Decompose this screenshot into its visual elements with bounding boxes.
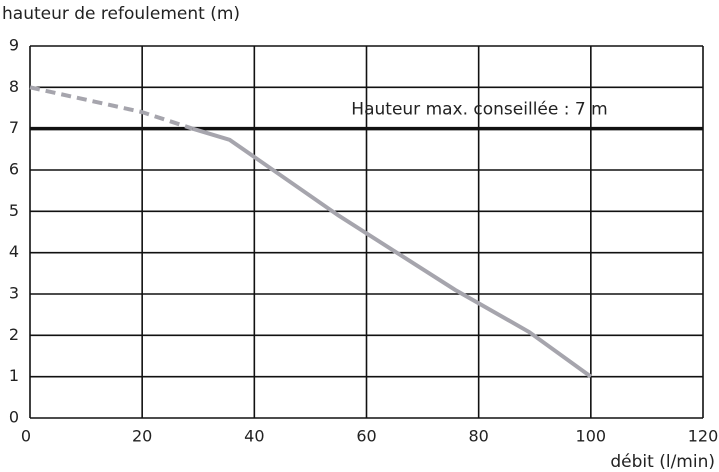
x-tick-label: 20 xyxy=(132,427,152,446)
y-tick-label: 4 xyxy=(9,242,19,261)
y-tick-label: 3 xyxy=(9,284,19,303)
y-tick-label: 8 xyxy=(9,77,19,96)
reference-label: Hauteur max. conseillée : 7 m xyxy=(351,100,607,120)
y-tick-label: 1 xyxy=(9,366,19,385)
x-tick-label: 80 xyxy=(468,427,488,446)
y-tick-label: 5 xyxy=(9,201,19,220)
data-line xyxy=(29,85,194,131)
x-tick-label: 0 xyxy=(21,427,31,446)
y-tick-label: 9 xyxy=(9,36,19,55)
y-tick-label: 2 xyxy=(9,325,19,344)
x-tick-label: 60 xyxy=(356,427,376,446)
x-tick-label: 40 xyxy=(244,427,264,446)
data-line xyxy=(192,126,593,379)
y-tick-label: 0 xyxy=(9,408,19,427)
x-tick-label: 120 xyxy=(688,427,719,446)
y-tick-label: 6 xyxy=(9,160,19,179)
x-tick-label: 100 xyxy=(576,427,607,446)
y-axis-title: hauteur de refoulement (m) xyxy=(2,4,240,24)
y-tick-label: 7 xyxy=(9,118,19,137)
x-axis-title: débit (l/min) xyxy=(610,452,715,472)
